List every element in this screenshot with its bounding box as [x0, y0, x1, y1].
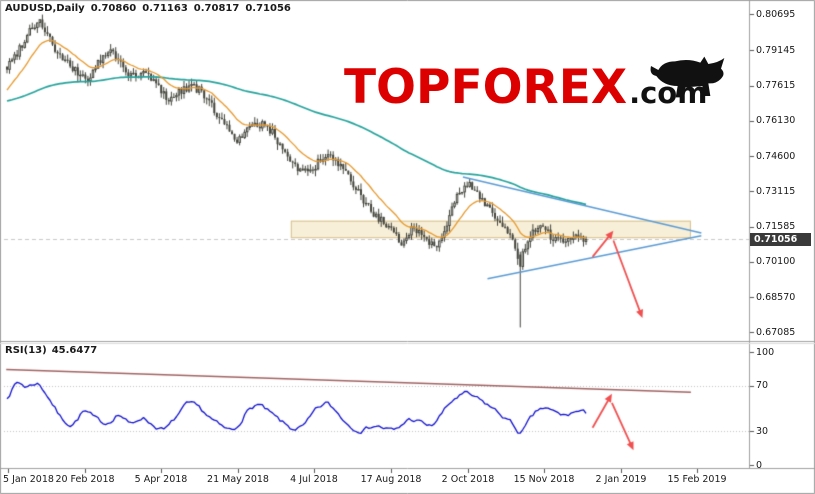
symbol-period-label: AUDUSD,Daily: [5, 3, 85, 14]
low-value: 0.70817: [193, 3, 240, 14]
date-axis-label: 17 Aug 2018: [360, 474, 422, 485]
price-axis-label: 0.67085: [756, 326, 796, 338]
price-axis-label: 0.68570: [756, 291, 796, 303]
date-axis-label: 20 Feb 2018: [55, 474, 115, 485]
rsi-axis-label: 30: [756, 425, 769, 437]
bull-icon: [651, 56, 725, 98]
logo-text-top: TOP: [344, 60, 451, 115]
rsi-axis: 100 70 30 0: [750, 0, 815, 494]
rsi-axis-label: 70: [756, 380, 769, 392]
price-axis-label: 0.73115: [756, 185, 796, 197]
rsi-axis-label: 100: [756, 346, 775, 358]
rsi-name: RSI(13): [5, 345, 47, 356]
date-axis-label: 2 Jan 2019: [595, 474, 647, 485]
price-axis-label: 0.74600: [756, 150, 796, 162]
current-price-tag: 0.71056: [750, 233, 811, 246]
logo-text-forex: FOREX: [450, 60, 628, 115]
panel-divider[interactable]: [0, 339, 815, 345]
date-axis-label: 15 Feb 2019: [667, 474, 727, 485]
price-axis-label: 0.70100: [756, 256, 796, 268]
watermark-logo: TOP FOREX .com: [344, 56, 725, 116]
price-axis-label: 0.71585: [756, 221, 796, 233]
ohlc-header: AUDUSD,Daily 0.70860 0.71163 0.70817 0.71056: [5, 3, 297, 14]
price-axis-label: 0.77615: [756, 80, 796, 92]
date-axis-label: 2 Oct 2018: [441, 474, 495, 485]
price-axis: 0.80695 0.79145 0.77615 0.76130 0.74600 0.731…: [750, 0, 815, 494]
date-axis-label: 21 May 2018: [207, 474, 269, 485]
date-axis-label: 4 Jul 2018: [290, 474, 338, 485]
rsi-axis-label: 0: [756, 459, 763, 471]
date-axis: 5 Jan 2018 20 Feb 2018 5 Apr 2018 21 May 20…: [0, 468, 815, 494]
date-axis-label: 15 Nov 2018: [513, 474, 575, 485]
close-value: 0.71056: [245, 3, 291, 14]
price-axis-label: 0.80695: [756, 8, 796, 20]
price-axis-label: 0.76130: [756, 115, 796, 127]
open-value: 0.70860: [90, 3, 137, 14]
date-axis-label: 5 Apr 2018: [134, 474, 188, 485]
high-value: 0.71163: [142, 3, 188, 14]
price-axis-label: 0.79145: [756, 44, 796, 56]
date-axis-label: 5 Jan 2018: [3, 474, 54, 485]
rsi-value: 45.6477: [51, 345, 98, 356]
rsi-label: RSI(13) 45.6477: [5, 345, 102, 356]
